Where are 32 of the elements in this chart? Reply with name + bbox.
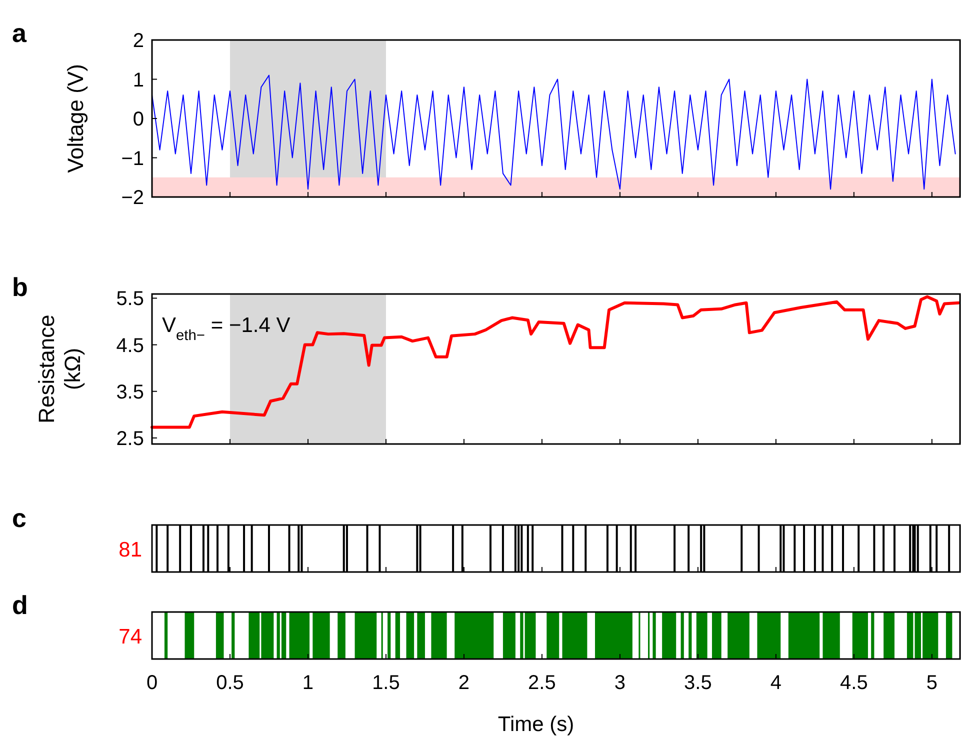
- y-axis-title: Voltage (V): [63, 64, 88, 173]
- chart-title: a: [12, 18, 27, 48]
- x-tick-label: 0.5: [216, 672, 244, 694]
- x-axis-title: Time (s): [498, 713, 574, 736]
- y-tick-label: 0: [132, 108, 144, 130]
- x-tick-label: 2.5: [528, 672, 556, 694]
- x-tick-label: 1.5: [372, 672, 400, 694]
- y-tick-label: −1: [121, 148, 144, 170]
- y-tick-label: 4.5: [116, 334, 144, 357]
- y-tick-label: 3.5: [116, 381, 144, 404]
- x-tick-label: 0: [146, 672, 158, 694]
- annotation: V$_{eth−}$ = −1.4 V: [162, 314, 290, 344]
- chart-title: d: [12, 590, 28, 620]
- x-tick-label: 5: [926, 672, 938, 694]
- y-tick-label: 5.5: [116, 288, 144, 310]
- line-series: [152, 74, 956, 190]
- y-axis-title: Resistance (kΩ): [34, 314, 85, 424]
- x-tick-label: 1: [302, 672, 314, 694]
- y-tick-label: 2: [132, 30, 144, 52]
- x-tick-label: 4.5: [840, 672, 868, 694]
- x-tick-label: 3.5: [684, 672, 712, 694]
- x-tick-label: 2: [458, 672, 470, 694]
- x-tick-label: 4: [770, 672, 782, 694]
- y-axis-title: 81: [118, 538, 142, 562]
- line-series: [150, 295, 960, 429]
- y-tick-label: 1: [132, 69, 144, 92]
- y-tick-label: 2.5: [116, 428, 144, 450]
- y-tick-label: −2: [121, 187, 144, 209]
- chart-title: c: [12, 503, 26, 533]
- y-axis-title: 74: [118, 626, 142, 648]
- x-tick-label: 3: [614, 672, 626, 694]
- chart-title: b: [12, 272, 28, 302]
